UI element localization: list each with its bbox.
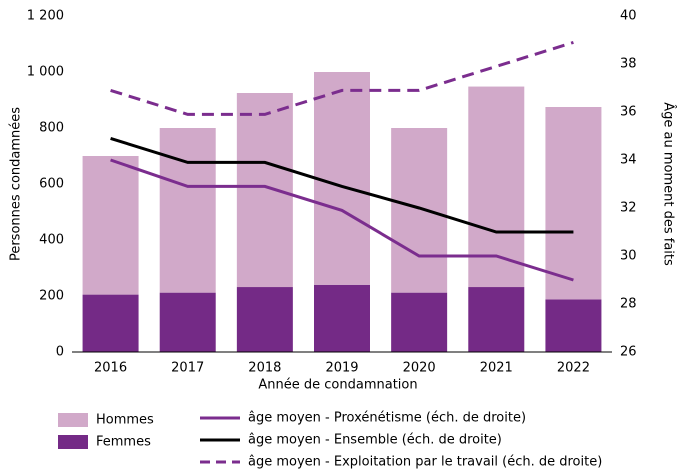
y2-tick-label: 32 xyxy=(620,201,637,216)
legend-swatch xyxy=(58,435,88,449)
bar xyxy=(236,287,293,352)
bar xyxy=(468,86,525,288)
bar xyxy=(391,128,448,293)
y-tick-label: 1 000 xyxy=(27,65,64,80)
y-tick-label: 0 xyxy=(56,345,64,360)
line xyxy=(110,158,574,282)
bar xyxy=(468,287,525,352)
x-tick-label: 2017 xyxy=(171,361,204,376)
y2-axis-label: Âge au moment des faits xyxy=(661,102,677,266)
y-tick-label: 200 xyxy=(39,289,64,304)
line xyxy=(110,40,574,116)
x-tick-label: 2022 xyxy=(557,361,590,376)
y2-tick-label: 26 xyxy=(620,345,637,360)
x-tick-label: 2021 xyxy=(480,361,513,376)
x-tick-label: 2020 xyxy=(403,361,436,376)
bar xyxy=(236,93,293,288)
bar xyxy=(314,284,370,352)
bar xyxy=(314,72,370,285)
y-tick-label: 800 xyxy=(39,121,64,136)
legend-label: âge moyen - Proxénétisme (éch. de droite… xyxy=(248,411,526,426)
legend-swatch xyxy=(58,413,88,427)
legend-label: âge moyen - Exploitation par le travail … xyxy=(248,455,602,470)
legend-label: Femmes xyxy=(96,435,151,450)
y2-tick-label: 28 xyxy=(620,297,637,312)
bar xyxy=(545,107,602,300)
y2-tick-label: 30 xyxy=(620,249,637,264)
bar xyxy=(82,294,139,352)
y2-tick-label: 36 xyxy=(620,105,637,120)
y2-tick-label: 40 xyxy=(620,9,637,24)
legend-label: âge moyen - Ensemble (éch. de droite) xyxy=(248,433,502,448)
bar xyxy=(82,156,139,295)
x-axis-label: Année de condamnation xyxy=(258,378,417,393)
x-tick-label: 2016 xyxy=(94,361,127,376)
legend-label: Hommes xyxy=(96,413,154,428)
bar xyxy=(545,299,602,352)
y-tick-label: 400 xyxy=(39,233,64,248)
line xyxy=(110,136,574,234)
y-axis-label: Personnes condamnées xyxy=(9,107,24,261)
y-tick-label: 1 200 xyxy=(27,9,64,24)
bar xyxy=(159,128,216,293)
y2-tick-label: 34 xyxy=(620,153,637,168)
bar xyxy=(391,292,448,352)
y-tick-label: 600 xyxy=(39,177,64,192)
bar xyxy=(159,292,216,352)
y2-tick-label: 38 xyxy=(620,57,637,72)
x-tick-label: 2019 xyxy=(325,361,358,376)
x-tick-label: 2018 xyxy=(248,361,281,376)
